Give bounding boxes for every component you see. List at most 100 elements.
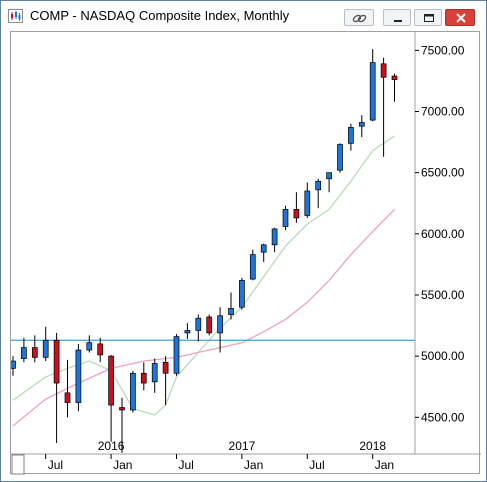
candle [130, 370, 136, 413]
restore-button[interactable] [414, 9, 442, 26]
x-tick-label: Jan [244, 458, 263, 472]
chart-icon [8, 9, 23, 23]
candle [119, 397, 125, 453]
y-tick-label: 4500.00 [421, 410, 465, 424]
candle-body [42, 339, 49, 358]
minimize-button[interactable] [383, 9, 411, 26]
candle-body [260, 244, 267, 253]
candle [282, 205, 289, 231]
candle [75, 343, 82, 412]
candle-body [119, 407, 125, 411]
close-icon [456, 13, 466, 23]
candlestick-chart: 4500.00 5000.00 5500.00 6000.00 6500.00 7000.… [10, 32, 481, 475]
candle-body [326, 172, 332, 180]
candle-body [206, 316, 213, 334]
candle [380, 57, 387, 157]
candle [173, 334, 180, 376]
candle-body [337, 144, 343, 171]
y-tick-label: 6500.00 [421, 166, 465, 180]
close-button[interactable] [445, 9, 475, 26]
y-tick-label: 5500.00 [421, 288, 465, 302]
candle [53, 332, 60, 443]
candle-body [64, 392, 71, 403]
candle-body [97, 343, 104, 356]
candle-body [228, 308, 234, 315]
candle [239, 277, 245, 310]
y-tick-label: 7000.00 [421, 105, 465, 119]
candle [326, 172, 332, 193]
x-tick-label: Jul [179, 458, 194, 472]
candle [304, 182, 311, 218]
candle-body [108, 355, 114, 406]
candle [358, 115, 365, 138]
candle-body [217, 315, 223, 334]
candle-body [31, 347, 38, 358]
candle-body [293, 209, 300, 219]
candle [97, 337, 104, 363]
window-title: COMP - NASDAQ Composite Index, Monthly [30, 8, 290, 23]
restore-icon [424, 14, 434, 22]
candle [31, 335, 38, 363]
candle-body [369, 62, 376, 121]
candle [195, 314, 202, 342]
year-label: 2016 [98, 439, 125, 453]
candle-body [348, 127, 354, 144]
candle-body [75, 349, 82, 403]
x-tick-label: Jan [375, 458, 394, 472]
candle [108, 354, 114, 442]
candle-body [53, 339, 60, 384]
candle [217, 307, 223, 353]
y-tick-label: 5000.00 [421, 349, 465, 363]
candle-body [239, 279, 245, 308]
candle [184, 323, 191, 340]
candle [151, 358, 158, 393]
candle-body [151, 363, 158, 383]
candle-body [358, 122, 365, 127]
x-tick-label: Jan [113, 458, 132, 472]
candle-body [130, 372, 136, 411]
year-label: 2018 [359, 439, 386, 453]
candle-body [380, 63, 387, 78]
candle [42, 326, 49, 362]
candle [260, 243, 267, 262]
candle [391, 73, 398, 102]
x-tick-label: Jul [309, 458, 324, 472]
link-icon [352, 14, 367, 23]
candle-body [162, 361, 169, 374]
candle-body [391, 75, 398, 81]
scroll-box[interactable] [11, 454, 25, 475]
ma-short-line [12, 135, 395, 416]
candle-body [249, 254, 256, 280]
candle [369, 49, 376, 122]
candle-body [304, 190, 311, 216]
y-tick-label: 6000.00 [421, 227, 465, 241]
candle [10, 356, 16, 376]
candle-body [184, 330, 191, 334]
candle-body [173, 336, 180, 374]
candle [140, 362, 147, 391]
year-label: 2017 [229, 439, 256, 453]
link-button[interactable] [344, 9, 374, 26]
ma-long-line [12, 208, 395, 427]
candle [21, 337, 27, 363]
candle [293, 192, 300, 223]
title-bar[interactable]: COMP - NASDAQ Composite Index, Monthly [1, 1, 486, 29]
y-tick-label: 7500.00 [421, 43, 465, 57]
candle [249, 249, 256, 281]
candle-body [195, 317, 202, 331]
chart-area[interactable]: 4500.00 5000.00 5500.00 6000.00 6500.00 7000.… [10, 31, 481, 475]
candle [64, 359, 71, 418]
x-tick-label: Jul [48, 458, 63, 472]
candle [271, 227, 278, 253]
candle-body [86, 342, 93, 351]
candle [86, 335, 93, 353]
candle [348, 123, 354, 151]
candle [206, 314, 213, 336]
candle [162, 356, 169, 406]
candle-body [271, 228, 278, 246]
candle [337, 143, 343, 173]
candle-body [10, 360, 16, 369]
candle-body [315, 180, 322, 191]
candle-body [21, 347, 27, 359]
